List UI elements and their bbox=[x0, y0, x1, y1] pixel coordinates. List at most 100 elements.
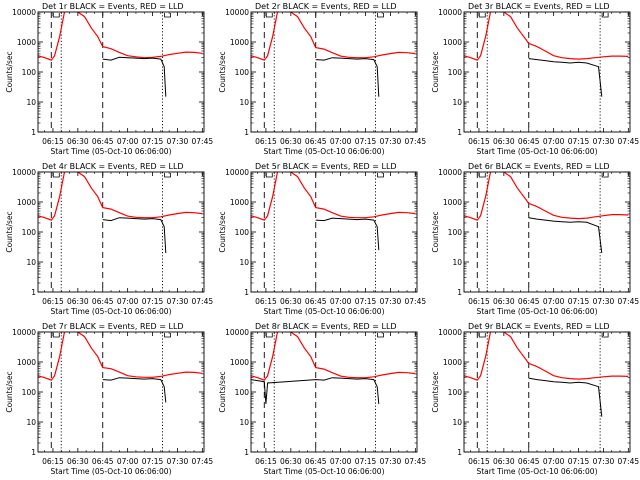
interval-marker bbox=[52, 13, 60, 18]
x-axis-label: Start Time (05-Oct-10 06:06:00) bbox=[50, 147, 171, 156]
y-tick-label: 1000 bbox=[443, 38, 462, 47]
x-tick-label: 07:30 bbox=[167, 137, 189, 146]
x-tick-label: 07:30 bbox=[380, 297, 402, 306]
x-tick-label: 06:45 bbox=[518, 457, 540, 466]
lld-series-line bbox=[251, 172, 416, 221]
chart-title: Det 6r BLACK = Events, RED = LLD bbox=[468, 162, 610, 171]
y-tick-label: 10000 bbox=[225, 8, 249, 17]
plot-area bbox=[464, 12, 629, 132]
y-tick-label: 100 bbox=[235, 228, 250, 237]
y-axis-label: Counts/sec bbox=[431, 211, 440, 252]
interval-marker bbox=[164, 173, 171, 178]
events-series-line bbox=[251, 377, 380, 404]
detector-panel-7: Det 7r BLACK = Events, RED = LLD Counts/s… bbox=[0, 320, 213, 480]
plot-frame bbox=[37, 11, 205, 133]
chart-title: Det 4r BLACK = Events, RED = LLD bbox=[42, 162, 184, 171]
events-series-line bbox=[102, 217, 167, 254]
y-axis-label: Counts/sec bbox=[218, 51, 227, 92]
x-tick-label: 06:15 bbox=[42, 457, 64, 466]
x-tick-label: 07:30 bbox=[593, 137, 615, 146]
y-axis-label: Counts/sec bbox=[5, 371, 14, 412]
y-tick-label: 100 bbox=[235, 388, 250, 397]
x-tick-label: 06:45 bbox=[92, 457, 114, 466]
x-tick-label: 07:45 bbox=[192, 457, 214, 466]
y-tick-label: 100 bbox=[448, 228, 463, 237]
interval-marker bbox=[265, 333, 273, 338]
detector-chart-3: Det 3r BLACK = Events, RED = LLD Counts/s… bbox=[431, 2, 640, 156]
y-tick-label: 10 bbox=[452, 258, 462, 267]
lld-series-line bbox=[38, 172, 203, 221]
interval-marker bbox=[52, 173, 60, 178]
events-series-line bbox=[315, 57, 380, 97]
chart-title: Det 1r BLACK = Events, RED = LLD bbox=[42, 2, 184, 11]
y-tick-label: 10 bbox=[26, 418, 36, 427]
x-axis-label: Start Time (05-Oct-10 06:06:00) bbox=[476, 467, 597, 476]
x-tick-label: 06:15 bbox=[255, 297, 277, 306]
x-tick-label: 06:30 bbox=[280, 297, 302, 306]
y-tick-label: 10 bbox=[26, 98, 36, 107]
y-tick-label: 1 bbox=[244, 448, 249, 457]
chart-title: Det 2r BLACK = Events, RED = LLD bbox=[255, 2, 397, 11]
x-tick-label: 07:00 bbox=[117, 137, 139, 146]
x-axis-label: Start Time (05-Oct-10 06:06:00) bbox=[476, 147, 597, 156]
detector-chart-8: Det 8r BLACK = Events, RED = LLD Counts/s… bbox=[218, 322, 426, 476]
y-tick-label: 10 bbox=[239, 418, 249, 427]
y-tick-label: 10 bbox=[452, 418, 462, 427]
y-tick-label: 10 bbox=[26, 258, 36, 267]
x-tick-label: 07:45 bbox=[618, 137, 640, 146]
x-tick-label: 06:15 bbox=[255, 457, 277, 466]
y-tick-label: 1 bbox=[457, 288, 462, 297]
y-tick-label: 10000 bbox=[438, 328, 462, 337]
plot-area bbox=[251, 332, 416, 452]
detector-chart-7: Det 7r BLACK = Events, RED = LLD Counts/s… bbox=[5, 322, 214, 476]
y-tick-label: 100 bbox=[448, 68, 463, 77]
x-tick-label: 07:15 bbox=[142, 457, 164, 466]
x-tick-label: 07:15 bbox=[568, 457, 590, 466]
plot-area bbox=[38, 172, 203, 292]
detector-panel-1: Det 1r BLACK = Events, RED = LLD Counts/s… bbox=[0, 0, 213, 160]
plot-area bbox=[464, 172, 629, 292]
x-tick-label: 07:00 bbox=[330, 457, 352, 466]
x-tick-label: 07:45 bbox=[405, 297, 427, 306]
y-tick-label: 1 bbox=[244, 128, 249, 137]
x-tick-label: 06:45 bbox=[305, 457, 327, 466]
y-tick-label: 100 bbox=[22, 388, 37, 397]
y-tick-label: 1000 bbox=[17, 198, 36, 207]
x-tick-label: 06:15 bbox=[255, 137, 277, 146]
plot-area bbox=[251, 12, 416, 132]
events-series-line bbox=[102, 56, 167, 97]
chart-title: Det 3r BLACK = Events, RED = LLD bbox=[468, 2, 610, 11]
x-tick-label: 06:30 bbox=[67, 297, 89, 306]
y-axis-label: Counts/sec bbox=[431, 51, 440, 92]
detector-panel-9: Det 9r BLACK = Events, RED = LLD Counts/s… bbox=[426, 320, 639, 480]
y-tick-label: 100 bbox=[448, 388, 463, 397]
plot-frame bbox=[250, 331, 418, 453]
y-axis-label: Counts/sec bbox=[5, 51, 14, 92]
lld-series-line bbox=[464, 172, 629, 221]
plot-frame bbox=[463, 11, 631, 133]
detector-panel-3: Det 3r BLACK = Events, RED = LLD Counts/s… bbox=[426, 0, 639, 160]
x-tick-label: 06:30 bbox=[493, 297, 515, 306]
chart-title: Det 9r BLACK = Events, RED = LLD bbox=[468, 322, 610, 331]
x-tick-label: 06:45 bbox=[92, 137, 114, 146]
x-tick-label: 06:45 bbox=[518, 297, 540, 306]
x-tick-label: 06:45 bbox=[305, 137, 327, 146]
x-tick-label: 06:30 bbox=[493, 137, 515, 146]
y-axis-label: Counts/sec bbox=[5, 211, 14, 252]
x-tick-label: 07:00 bbox=[543, 457, 565, 466]
interval-marker bbox=[601, 173, 609, 178]
x-tick-label: 07:15 bbox=[568, 297, 590, 306]
y-axis-label: Counts/sec bbox=[218, 371, 227, 412]
x-tick-label: 06:30 bbox=[493, 457, 515, 466]
y-tick-label: 1000 bbox=[443, 358, 462, 367]
y-tick-label: 10000 bbox=[225, 328, 249, 337]
detector-chart-1: Det 1r BLACK = Events, RED = LLD Counts/s… bbox=[5, 2, 213, 156]
interval-marker bbox=[164, 13, 171, 18]
x-tick-label: 07:45 bbox=[405, 137, 427, 146]
x-tick-label: 07:00 bbox=[330, 297, 352, 306]
x-tick-label: 06:15 bbox=[42, 137, 64, 146]
detector-panel-6: Det 6r BLACK = Events, RED = LLD Counts/s… bbox=[426, 160, 639, 320]
interval-marker bbox=[164, 333, 171, 338]
events-series-line bbox=[528, 58, 603, 97]
x-tick-label: 07:30 bbox=[380, 137, 402, 146]
